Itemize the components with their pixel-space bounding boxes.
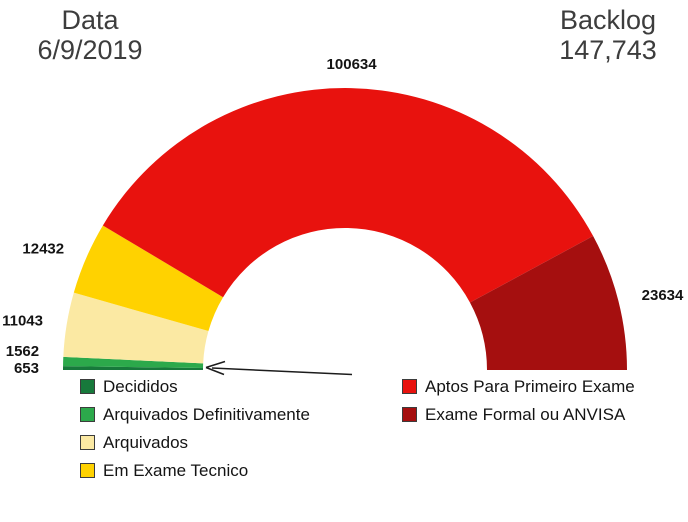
data-label: 100634: [327, 56, 378, 73]
legend-column-right: Aptos Para Primeiro Exame Exame Formal ou…: [402, 377, 688, 480]
legend-label: Decididos: [103, 376, 178, 396]
legend-swatch: [80, 379, 95, 394]
donut-slices: [63, 88, 627, 370]
slice-exame-formal-ou-anvisa: [469, 236, 627, 370]
date-label: Data: [61, 5, 119, 35]
legend-swatch: [402, 407, 417, 422]
legend-label: Aptos Para Primeiro Exame: [425, 376, 635, 396]
data-label: 23634: [642, 287, 684, 304]
legend-item-decididos: Decididos: [80, 377, 402, 396]
legend-item-arquivados-definitivamente: Arquivados Definitivamente: [80, 405, 402, 424]
legend-label: Arquivados Definitivamente: [103, 404, 310, 424]
slice-aptos-para-primeiro-exame: [102, 88, 594, 303]
slice-arquivados: [63, 292, 209, 364]
slice-decididos: [63, 366, 204, 370]
slice-em-exame-tecnico: [73, 225, 224, 332]
legend-swatch: [402, 379, 417, 394]
backlog-label: Backlog: [559, 5, 657, 35]
backlog-value: 147,743: [559, 35, 657, 65]
slice-arquivados-definitivamente: [63, 356, 204, 369]
legend-item-exame-formal-ou-anvisa: Exame Formal ou ANVISA: [402, 405, 688, 424]
data-label: 653: [14, 360, 39, 377]
legend-label: Em Exame Tecnico: [103, 460, 249, 480]
annotation-arrow: [205, 360, 353, 376]
legend-swatch: [80, 463, 95, 478]
legend-swatch: [80, 435, 95, 450]
data-label: 1562: [6, 343, 39, 360]
legend-label: Arquivados: [103, 432, 189, 452]
legend-item-arquivados: Arquivados: [80, 433, 402, 452]
legend-column-left: Decididos Arquivados Definitivamente Arqui…: [80, 377, 402, 480]
legend-item-aptos-para-primeiro-exame: Aptos Para Primeiro Exame: [402, 377, 688, 396]
legend-label: Exame Formal ou ANVISA: [425, 404, 626, 424]
data-label: 11043: [2, 313, 43, 330]
backlog-block: Backlog 147,743: [538, 5, 678, 65]
date-value: 6/9/2019: [37, 35, 143, 65]
legend-item-em-exame-tecnico: Em Exame Tecnico: [80, 461, 402, 480]
date-block: Data 6/9/2019: [16, 5, 164, 65]
chart-legend: Decididos Arquivados Definitivamente Arqui…: [80, 377, 688, 480]
legend-swatch: [80, 407, 95, 422]
data-label: 12432: [22, 241, 64, 258]
